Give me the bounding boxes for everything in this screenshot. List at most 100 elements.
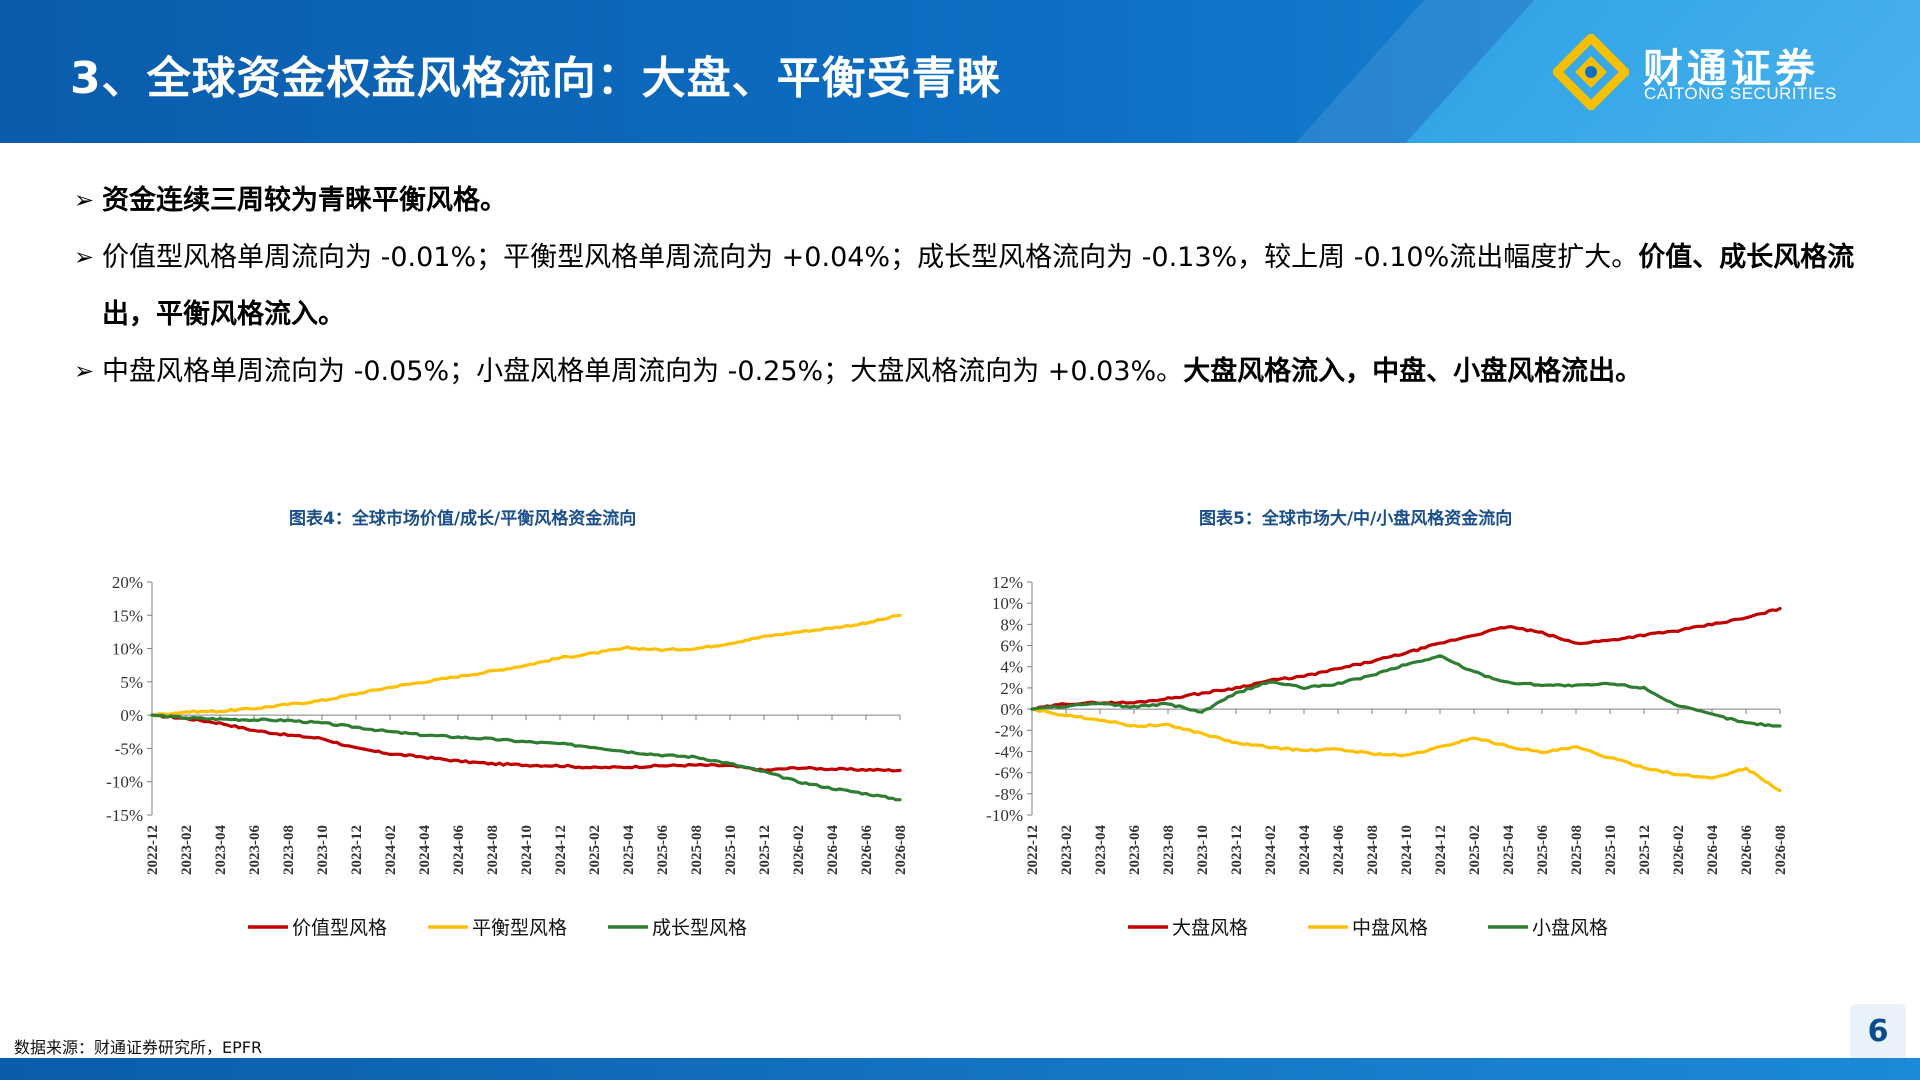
legend-label: 大盘风格 xyxy=(1172,917,1248,939)
x-tick-label: 2026-02 xyxy=(1671,825,1687,875)
page-number: 6 xyxy=(1850,1004,1906,1060)
x-tick-label: 2025-02 xyxy=(1467,825,1483,875)
x-tick-label: 2024-02 xyxy=(383,825,399,875)
x-tick-label: 2023-12 xyxy=(349,825,365,875)
y-tick-label: -2% xyxy=(995,721,1023,740)
logo-text-cn: 财通证券 xyxy=(1643,46,1819,92)
logo-text-en: CAITONG SECURITIES xyxy=(1644,84,1837,103)
bullet-text-bold: 大盘风格流入，中盘、小盘风格流出。 xyxy=(1183,356,1643,387)
x-tick-label: 2026-06 xyxy=(859,825,875,875)
x-tick-label: 2024-02 xyxy=(1263,825,1279,875)
bullet-item: ➢ 价值型风格单周流向为 -0.01%；平衡型风格单周流向为 +0.04%；成长… xyxy=(74,229,1894,343)
x-tick-label: 2024-06 xyxy=(451,825,467,875)
y-tick-label: 20% xyxy=(112,573,143,592)
x-tick-label: 2024-12 xyxy=(1433,825,1449,875)
x-tick-label: 2025-04 xyxy=(1501,825,1517,875)
bullet-text-bold: 资金连续三周较为青睐平衡风格。 xyxy=(102,185,507,216)
x-tick-label: 2023-08 xyxy=(281,825,297,875)
x-tick-label: 2024-08 xyxy=(1365,825,1381,875)
series-line-成长型风格 xyxy=(150,713,902,802)
x-tick-label: 2023-06 xyxy=(247,825,263,875)
x-tick-label: 2026-02 xyxy=(791,825,807,875)
bullet-list: ➢ 资金连续三周较为青睐平衡风格。 ➢ 价值型风格单周流向为 -0.01%；平衡… xyxy=(74,172,1894,400)
bottom-bar xyxy=(0,1058,1920,1080)
x-tick-label: 2022-12 xyxy=(145,825,161,875)
logo-mark-icon xyxy=(1553,34,1629,110)
x-tick-label: 2025-04 xyxy=(621,825,637,875)
chart-value-growth-balance: -15% -10% -5% 0% 5% 10% 15% 20% 2022-12 2023-02 20… xyxy=(106,573,909,939)
x-tick-label: 2025-02 xyxy=(587,825,603,875)
x-tick-label: 2023-12 xyxy=(1229,825,1245,875)
y-tick-label: 12% xyxy=(992,573,1023,592)
y-tick-label: 15% xyxy=(112,606,143,625)
y-tick-label: 8% xyxy=(1000,615,1023,634)
data-source-note: 数据来源：财通证券研究所，EPFR xyxy=(14,1038,263,1057)
x-tick-label: 2024-10 xyxy=(519,825,535,875)
y-tick-label: -6% xyxy=(995,764,1023,783)
company-logo: 财通证券 CAITONG SECURITIES xyxy=(1553,34,1853,114)
x-tick-label: 2025-06 xyxy=(1535,825,1551,875)
header-bar: 3、全球资金权益风格流向：大盘、平衡受青睐 财通证券 CAITONG SECUR… xyxy=(0,0,1920,143)
x-tick-label: 2025-12 xyxy=(1637,825,1653,875)
x-tick-label: 2023-04 xyxy=(213,825,229,875)
x-tick-label: 2023-02 xyxy=(179,825,195,875)
series-line-小盘风格 xyxy=(1030,654,1782,728)
x-tick-label: 2024-12 xyxy=(553,825,569,875)
y-tick-label: 6% xyxy=(1000,637,1023,656)
bullet-text-bold: 价值、成长风格流出，平衡风格流入。 xyxy=(102,242,1855,330)
x-tick-label: 2024-08 xyxy=(485,825,501,875)
legend-label: 价值型风格 xyxy=(292,917,387,939)
x-tick-label: 2023-02 xyxy=(1059,825,1075,875)
x-tick-label: 2023-10 xyxy=(315,825,331,875)
y-tick-label: 0% xyxy=(1000,700,1023,719)
x-tick-label: 2026-08 xyxy=(1773,825,1789,875)
bullet-arrow-icon: ➢ xyxy=(74,243,95,271)
x-tick-label: 2026-04 xyxy=(1705,825,1721,875)
legend-label: 中盘风格 xyxy=(1352,917,1428,939)
y-tick-label: 5% xyxy=(120,673,143,692)
x-tick-label: 2025-10 xyxy=(723,825,739,875)
chart-title-size-flow: 图表5：全球市场大/中/小盘风格资金流向 xyxy=(1199,509,1513,529)
y-tick-label: 2% xyxy=(1000,679,1023,698)
x-tick-label: 2024-04 xyxy=(1297,825,1313,875)
x-tick-label: 2026-04 xyxy=(825,825,841,875)
x-tick-label: 2025-08 xyxy=(1569,825,1585,875)
x-tick-label: 2023-08 xyxy=(1161,825,1177,875)
y-tick-label: -4% xyxy=(995,742,1023,761)
x-tick-label: 2026-08 xyxy=(893,825,909,875)
legend-label: 成长型风格 xyxy=(652,917,747,939)
page-title: 3、全球资金权益风格流向：大盘、平衡受青睐 xyxy=(70,53,1002,104)
x-tick-label: 2024-04 xyxy=(417,825,433,875)
y-tick-label: -5% xyxy=(115,739,143,758)
series-line-价值型风格 xyxy=(150,713,902,773)
bullet-item: ➢ 资金连续三周较为青睐平衡风格。 xyxy=(74,172,1894,229)
x-tick-label: 2025-10 xyxy=(1603,825,1619,875)
chart-large-mid-small: -10% -8% -6% -4% -2% 0% 2% 4% 6% 8% 10% 12% 2022-12 2… xyxy=(986,573,1789,939)
y-tick-label: -10% xyxy=(106,773,143,792)
bullet-text: 价值型风格单周流向为 -0.01%；平衡型风格单周流向为 +0.04%；成长型风… xyxy=(102,242,1639,273)
x-tick-label: 2022-12 xyxy=(1025,825,1041,875)
y-tick-label: -15% xyxy=(106,806,143,825)
y-tick-label: -10% xyxy=(986,806,1023,825)
x-tick-label: 2024-06 xyxy=(1331,825,1347,875)
bullet-text: 中盘风格单周流向为 -0.05%；小盘风格单周流向为 -0.25%；大盘风格流向… xyxy=(102,356,1184,387)
x-tick-label: 2025-12 xyxy=(757,825,773,875)
x-tick-label: 2025-08 xyxy=(689,825,705,875)
series-line-中盘风格 xyxy=(1030,707,1782,793)
x-tick-label: 2025-06 xyxy=(655,825,671,875)
y-tick-label: 10% xyxy=(112,640,143,659)
series-line-大盘风格 xyxy=(1030,606,1782,711)
legend-label: 平衡型风格 xyxy=(472,917,567,939)
bullet-arrow-icon: ➢ xyxy=(74,186,95,214)
y-tick-label: -8% xyxy=(995,785,1023,804)
legend-label: 小盘风格 xyxy=(1532,917,1608,939)
x-tick-label: 2024-10 xyxy=(1399,825,1415,875)
x-tick-label: 2023-10 xyxy=(1195,825,1211,875)
x-tick-label: 2023-04 xyxy=(1093,825,1109,875)
chart-title-style-flow: 图表4：全球市场价值/成长/平衡风格资金流向 xyxy=(289,509,637,529)
x-tick-label: 2023-06 xyxy=(1127,825,1143,875)
series-line-平衡型风格 xyxy=(150,613,902,717)
y-tick-label: 10% xyxy=(992,594,1023,613)
bullet-item: ➢ 中盘风格单周流向为 -0.05%；小盘风格单周流向为 -0.25%；大盘风格… xyxy=(74,343,1894,400)
y-tick-label: 4% xyxy=(1000,658,1023,677)
